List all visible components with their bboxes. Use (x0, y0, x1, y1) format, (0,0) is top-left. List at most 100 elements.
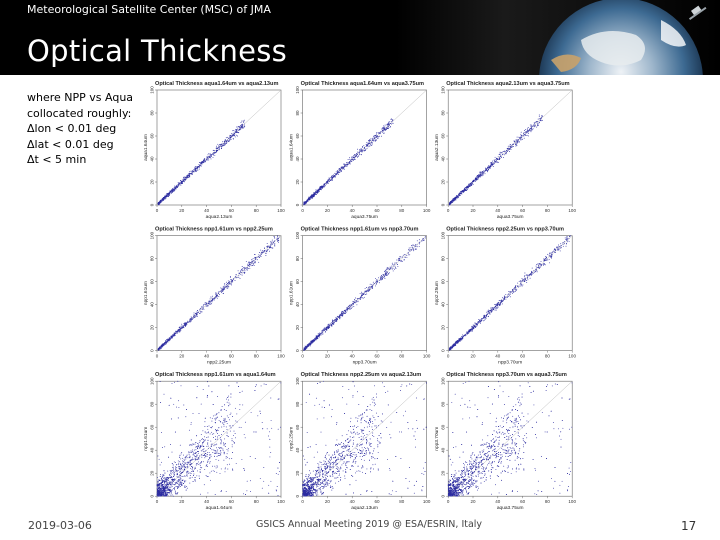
data-point (370, 286, 372, 287)
data-point (324, 330, 326, 332)
data-point (366, 142, 368, 143)
data-point (520, 131, 522, 133)
data-point (195, 167, 197, 169)
data-point (513, 146, 514, 148)
data-point (170, 494, 172, 496)
data-point (227, 395, 229, 397)
data-point (479, 321, 481, 323)
data-point (486, 310, 488, 312)
data-point (535, 270, 537, 272)
data-point (188, 177, 189, 179)
data-point (232, 138, 234, 140)
data-point (307, 199, 309, 201)
data-point (546, 258, 548, 260)
data-point (483, 315, 485, 317)
data-point (341, 166, 343, 168)
data-point (229, 414, 231, 416)
data-point (159, 381, 161, 382)
data-point (356, 153, 358, 155)
data-point (233, 442, 235, 444)
data-point (157, 204, 159, 206)
data-point (401, 256, 403, 258)
data-point (270, 244, 272, 246)
x-tick-label: 20 (179, 499, 185, 504)
data-point (245, 269, 247, 271)
data-point (201, 309, 203, 311)
data-point (264, 249, 266, 251)
data-point (324, 331, 326, 333)
data-point (205, 305, 207, 307)
data-point (195, 169, 197, 171)
data-point (322, 186, 324, 188)
data-point (166, 195, 168, 197)
data-point (312, 339, 314, 341)
data-point (321, 331, 323, 333)
data-point (209, 154, 211, 155)
data-point (227, 140, 229, 142)
data-point (209, 155, 211, 157)
data-point (488, 312, 490, 314)
data-point (177, 491, 179, 493)
data-point (468, 329, 470, 331)
data-point (166, 193, 168, 195)
x-tick-label: 100 (277, 499, 285, 504)
y-tick-label: 100 (150, 231, 155, 239)
data-point (228, 137, 229, 139)
data-point (482, 170, 484, 172)
data-point (208, 153, 210, 155)
data-point (488, 165, 490, 167)
data-point (197, 166, 199, 168)
data-point (390, 118, 392, 120)
data-point (472, 324, 474, 326)
data-point (381, 127, 383, 129)
data-point (364, 290, 366, 292)
data-point (216, 295, 217, 297)
data-point (527, 127, 529, 128)
data-point (489, 166, 491, 168)
data-point (507, 145, 509, 147)
data-point (368, 289, 370, 291)
data-point (523, 137, 525, 139)
data-point (161, 461, 163, 463)
scatter-panel: Optical Thickness npp2.25um vs npp3.70um… (434, 227, 576, 366)
data-point (511, 146, 513, 148)
data-point (472, 183, 474, 185)
data-point (516, 139, 518, 141)
data-point (223, 287, 225, 289)
data-point (316, 338, 318, 339)
data-point (186, 454, 188, 456)
data-point (390, 122, 392, 124)
data-point (184, 322, 186, 324)
data-point (459, 193, 461, 195)
data-point (316, 335, 318, 337)
data-point (460, 337, 462, 339)
data-point (556, 249, 558, 251)
data-point (479, 176, 481, 178)
data-point (194, 169, 196, 171)
data-point (402, 254, 404, 256)
data-point (371, 139, 373, 141)
data-point (225, 142, 227, 144)
data-point (173, 332, 175, 334)
data-point (221, 292, 222, 294)
data-point (173, 495, 175, 497)
data-point (172, 190, 174, 192)
y-tick-label: 100 (441, 86, 446, 94)
data-point (217, 454, 219, 456)
data-point (232, 416, 234, 417)
data-point (383, 132, 385, 134)
data-point (494, 306, 496, 307)
data-point (307, 345, 309, 347)
data-point (271, 239, 273, 241)
data-point (354, 158, 356, 160)
data-point (167, 195, 169, 197)
organization-label: Meteorological Satellite Center (MSC) of… (27, 3, 271, 16)
data-point (229, 280, 231, 282)
data-point (353, 156, 355, 158)
data-point (375, 277, 376, 279)
data-point (490, 163, 492, 165)
panel-title: Optical Thickness npp2.25um vs npp3.70um (446, 227, 564, 233)
y-tick-label: 80 (150, 401, 155, 407)
data-point (366, 144, 368, 146)
data-point (526, 132, 528, 134)
